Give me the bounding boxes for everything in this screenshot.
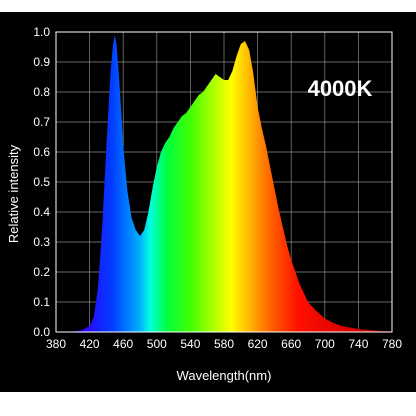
y-tick-label: 0.2 bbox=[33, 265, 50, 279]
x-tick-label: 700 bbox=[315, 337, 335, 351]
y-tick-label: 0.4 bbox=[33, 205, 50, 219]
x-tick-label: 500 bbox=[147, 337, 167, 351]
x-tick-label: 740 bbox=[348, 337, 368, 351]
spectrum-series-area bbox=[56, 35, 392, 332]
y-tick-label: 0.9 bbox=[33, 55, 50, 69]
spectrum-chart: 380 420 460 500 540 580 620 660 700 740 780 0.0 0.1 0… bbox=[6, 25, 402, 383]
y-tick-label: 0.7 bbox=[33, 115, 50, 129]
chart-title: 4000K bbox=[308, 76, 373, 101]
x-axis-label: Wavelength(nm) bbox=[177, 368, 272, 383]
y-axis-label: Relative intensity bbox=[6, 144, 21, 243]
series-layer bbox=[56, 35, 392, 332]
y-tick-label: 0.8 bbox=[33, 85, 50, 99]
y-tick-label: 0.1 bbox=[33, 295, 50, 309]
x-tick-label: 780 bbox=[382, 337, 402, 351]
x-tick-label: 460 bbox=[113, 337, 133, 351]
axes: 380 420 460 500 540 580 620 660 700 740 780 0.0 0.1 0… bbox=[33, 25, 402, 351]
x-tick-label: 380 bbox=[46, 337, 66, 351]
x-tick-label: 620 bbox=[248, 337, 268, 351]
plot-border bbox=[55, 31, 393, 333]
y-tick-label: 0.6 bbox=[33, 145, 50, 159]
x-tick-label: 540 bbox=[180, 337, 200, 351]
chart-frame: 380 420 460 500 540 580 620 660 700 740 780 0.0 0.1 0… bbox=[0, 12, 416, 392]
y-tick-label: 1.0 bbox=[33, 25, 50, 39]
x-tick-label: 420 bbox=[80, 337, 100, 351]
y-tick-label: 0.0 bbox=[33, 325, 50, 339]
y-tick-label: 0.3 bbox=[33, 235, 50, 249]
x-tick-label: 660 bbox=[281, 337, 301, 351]
y-tick-label: 0.5 bbox=[33, 175, 50, 189]
x-tick-label: 580 bbox=[214, 337, 234, 351]
